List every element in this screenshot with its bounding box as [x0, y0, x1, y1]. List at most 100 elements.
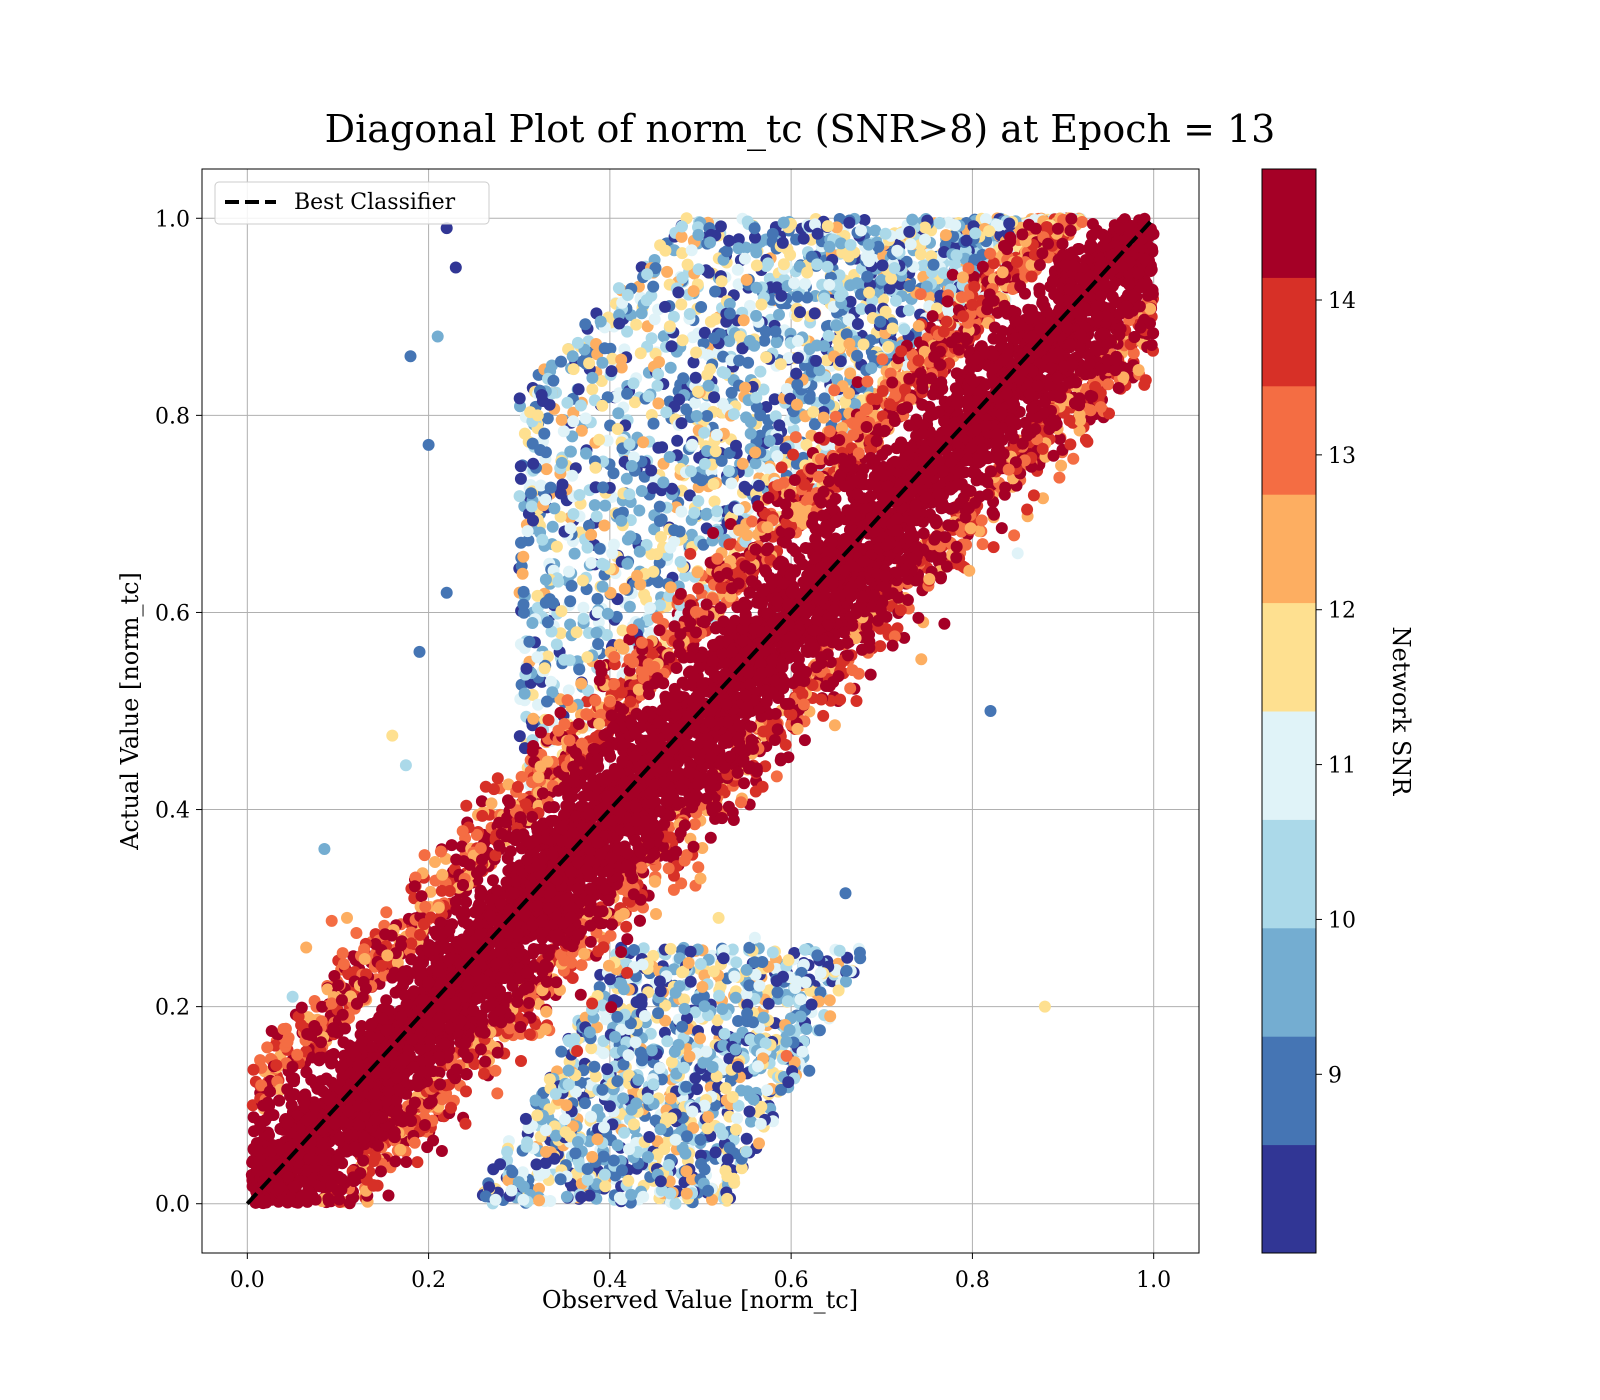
scatter-point	[612, 407, 625, 420]
scatter-point	[886, 322, 899, 335]
scatter-point	[719, 1082, 732, 1095]
scatter-point	[987, 541, 1000, 554]
scatter-point	[760, 401, 773, 413]
scatter-point	[685, 244, 698, 257]
scatter-point	[799, 976, 812, 989]
scatter-point	[719, 367, 732, 380]
scatter-point	[904, 238, 917, 251]
scatter-point	[674, 555, 687, 568]
scatter-point	[732, 1060, 744, 1073]
scatter-point	[732, 242, 745, 255]
scatter-point	[660, 406, 673, 419]
scatter-point	[828, 384, 841, 397]
scatter-point	[707, 965, 720, 978]
scatter-point	[611, 1139, 624, 1152]
scatter-point	[794, 1010, 807, 1023]
scatter-point	[701, 1122, 714, 1135]
scatter-point	[903, 225, 916, 238]
scatter-point	[675, 220, 688, 233]
scatter-point	[800, 1023, 813, 1035]
scatter-point	[624, 530, 637, 543]
scatter-point	[562, 1064, 575, 1077]
scatter-point	[691, 1083, 703, 1096]
scatter-point	[664, 1092, 677, 1105]
scatter-point	[749, 446, 762, 459]
scatter-point	[548, 502, 561, 515]
scatter-point	[680, 1165, 693, 1178]
scatter-point	[577, 601, 590, 614]
scatter-point	[427, 1134, 440, 1147]
scatter-point	[824, 1010, 837, 1023]
scatter-point	[729, 991, 742, 1004]
scatter-point	[834, 355, 847, 368]
scatter-point	[517, 585, 530, 598]
scatter-point	[906, 213, 919, 226]
scatter-point	[661, 265, 674, 278]
scatter-point	[518, 427, 531, 440]
scatter-point	[775, 289, 788, 302]
scatter-point	[588, 499, 601, 512]
scatter-point	[517, 550, 530, 563]
scatter-point	[776, 236, 789, 249]
scatter-point	[755, 298, 768, 311]
scatter-point	[781, 995, 794, 1008]
scatter-point	[753, 479, 765, 492]
scatter-point	[517, 1193, 530, 1206]
scatter-point	[743, 334, 756, 347]
scatter-point	[702, 1110, 715, 1123]
scatter-point	[1008, 529, 1021, 542]
scatter-point	[555, 1045, 568, 1058]
scatter-point	[585, 528, 598, 541]
scatter-point	[696, 980, 709, 993]
scatter-point	[674, 587, 687, 600]
scatter-point	[694, 1032, 706, 1045]
scatter-point	[976, 538, 989, 551]
scatter-point	[709, 445, 722, 458]
scatter-point	[690, 410, 703, 422]
scatter-point	[702, 266, 715, 279]
scatter-point	[634, 347, 647, 360]
scatter-point	[788, 277, 801, 290]
scatter-point	[590, 510, 603, 523]
scatter-point	[912, 611, 925, 624]
scatter-point	[651, 548, 663, 561]
scatter-point	[494, 1158, 507, 1171]
scatter-point	[782, 1076, 795, 1089]
scatter-point	[710, 428, 723, 441]
scatter-point	[763, 435, 776, 447]
scatter-point	[855, 224, 867, 237]
scatter-point	[659, 300, 671, 313]
scatter-point	[761, 1084, 774, 1097]
scatter-point	[325, 914, 338, 927]
scatter-point	[770, 336, 783, 349]
scatter-point	[575, 1191, 588, 1203]
scatter-point	[807, 406, 820, 418]
scatter-point	[861, 270, 874, 283]
scatter-point	[586, 383, 599, 396]
scatter-point	[684, 547, 697, 560]
scatter-point	[640, 294, 653, 307]
scatter-point	[702, 1184, 715, 1197]
scatter-point	[567, 508, 580, 520]
scatter-point	[672, 286, 685, 299]
scatter-point	[684, 975, 697, 988]
scatter-point	[939, 229, 952, 242]
scatter-point	[580, 447, 592, 460]
scatter-point	[737, 314, 750, 327]
scatter-point	[429, 856, 441, 868]
scatter-point	[818, 392, 831, 405]
scatter-point	[777, 258, 790, 271]
scatter-point	[814, 967, 827, 979]
scatter-point	[740, 1145, 753, 1158]
scatter-point	[898, 323, 911, 336]
scatter-point	[686, 438, 699, 451]
scatter-point	[637, 436, 650, 449]
scatter-point	[902, 304, 915, 317]
scatter-point	[518, 687, 531, 700]
scatter-point	[681, 258, 694, 271]
scatter-point	[653, 1062, 666, 1074]
scatter-point	[491, 772, 504, 785]
scatter-point	[525, 487, 537, 500]
scatter-point	[750, 259, 763, 272]
